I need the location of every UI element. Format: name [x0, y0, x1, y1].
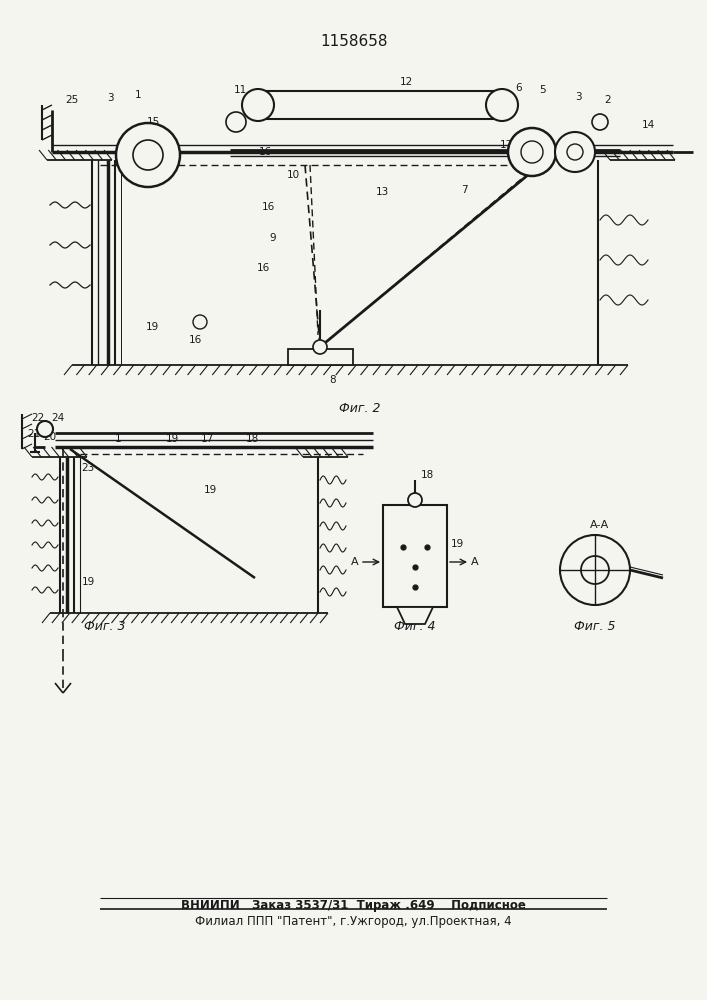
- Circle shape: [133, 140, 163, 170]
- Circle shape: [226, 112, 246, 132]
- Text: 3: 3: [575, 92, 581, 102]
- Text: 3: 3: [107, 93, 113, 103]
- Circle shape: [313, 340, 327, 354]
- Circle shape: [567, 144, 583, 160]
- Text: 16: 16: [257, 263, 269, 273]
- Bar: [288, 349, 353, 365]
- Text: А: А: [471, 557, 479, 567]
- Text: 1158658: 1158658: [320, 34, 387, 49]
- Text: 2: 2: [604, 95, 612, 105]
- Text: 17: 17: [200, 434, 214, 444]
- Circle shape: [193, 315, 207, 329]
- Text: 11: 11: [233, 85, 247, 95]
- Circle shape: [486, 89, 518, 121]
- Text: 23: 23: [81, 463, 95, 473]
- Circle shape: [116, 123, 180, 187]
- Text: 14: 14: [641, 120, 655, 130]
- Text: А: А: [351, 557, 359, 567]
- Text: 19: 19: [450, 539, 464, 549]
- Circle shape: [408, 493, 422, 507]
- Text: 15: 15: [146, 117, 160, 127]
- Circle shape: [592, 114, 608, 130]
- Text: 1: 1: [135, 90, 141, 100]
- Text: 19: 19: [165, 434, 179, 444]
- Circle shape: [581, 556, 609, 584]
- Text: А-А: А-А: [590, 520, 609, 530]
- Text: 5: 5: [539, 85, 547, 95]
- Bar: [383, 505, 447, 607]
- Polygon shape: [397, 607, 433, 624]
- Text: 8: 8: [329, 375, 337, 385]
- Text: 12: 12: [399, 77, 413, 87]
- Circle shape: [37, 421, 53, 437]
- Text: 22: 22: [31, 413, 45, 423]
- Text: 10: 10: [286, 170, 300, 180]
- Text: 17: 17: [499, 140, 513, 150]
- Text: 24: 24: [52, 413, 64, 423]
- Text: 21: 21: [28, 429, 40, 439]
- Text: 18: 18: [245, 434, 259, 444]
- Text: 16: 16: [262, 202, 274, 212]
- Circle shape: [560, 535, 630, 605]
- Text: 16: 16: [258, 147, 271, 157]
- Text: Фиг. 2: Фиг. 2: [339, 401, 381, 414]
- Text: 19: 19: [146, 322, 158, 332]
- Text: 20: 20: [43, 432, 57, 442]
- Text: Фиг. 5: Фиг. 5: [574, 620, 616, 634]
- Circle shape: [521, 141, 543, 163]
- Text: 6: 6: [515, 83, 522, 93]
- Text: 16: 16: [188, 335, 201, 345]
- Circle shape: [555, 132, 595, 172]
- Text: 19: 19: [81, 577, 95, 587]
- Text: 1: 1: [115, 434, 122, 444]
- Bar: [258, 91, 502, 119]
- Text: 25: 25: [65, 95, 78, 105]
- Text: ВНИИПИ   Заказ 3537/31  Тираж .649    Подписное: ВНИИПИ Заказ 3537/31 Тираж .649 Подписно…: [180, 900, 525, 912]
- Text: Филиал ППП "Патент", г.Ужгород, ул.Проектная, 4: Филиал ППП "Патент", г.Ужгород, ул.Проек…: [194, 916, 511, 928]
- Text: 19: 19: [204, 485, 216, 495]
- Text: Фиг. 3: Фиг. 3: [84, 620, 126, 634]
- Text: 16: 16: [323, 353, 337, 363]
- Text: 18: 18: [421, 470, 433, 480]
- Text: 9: 9: [269, 233, 276, 243]
- Text: Фиг. 4: Фиг. 4: [395, 620, 436, 634]
- Circle shape: [508, 128, 556, 176]
- Text: 13: 13: [375, 187, 389, 197]
- Circle shape: [242, 89, 274, 121]
- Text: 7: 7: [461, 185, 467, 195]
